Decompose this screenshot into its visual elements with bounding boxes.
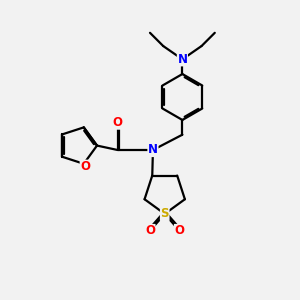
Text: O: O [112, 116, 123, 129]
Text: N: N [148, 143, 158, 157]
Text: O: O [174, 224, 184, 238]
Text: O: O [145, 224, 155, 238]
Text: O: O [80, 160, 90, 173]
Text: N: N [177, 53, 188, 66]
Text: S: S [160, 207, 169, 220]
